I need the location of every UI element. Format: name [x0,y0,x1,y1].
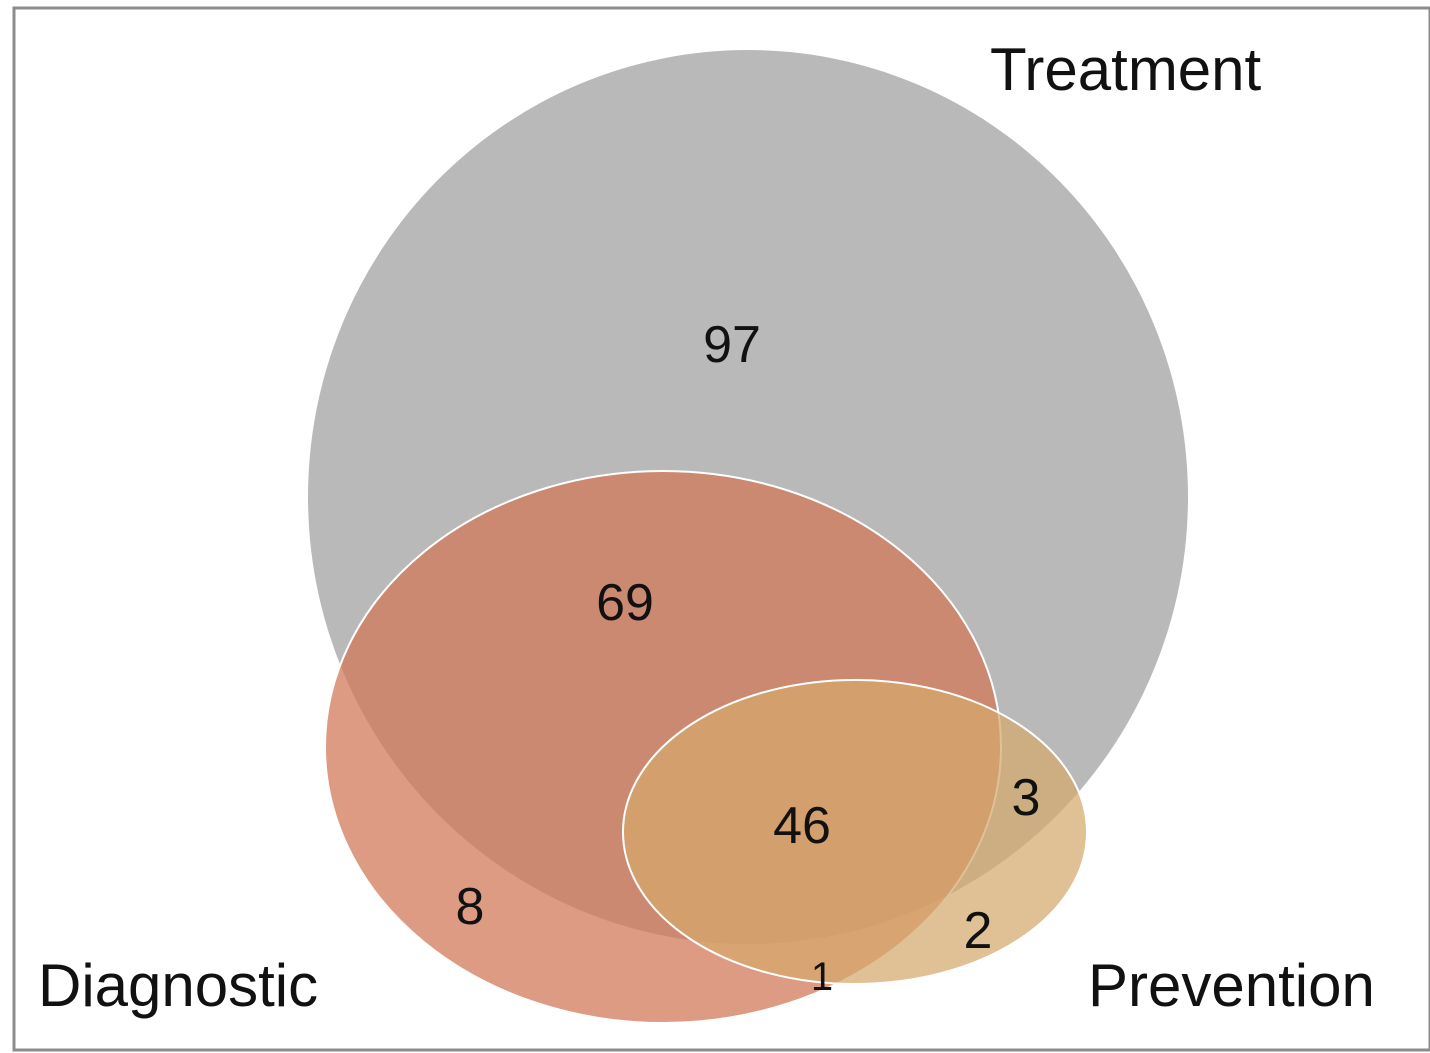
count-treatment-diagnostic: 69 [596,574,654,632]
count-treatment-only: 97 [703,316,761,374]
count-diagnostic-prevention: 1 [811,955,833,999]
count-all-three: 46 [773,797,831,855]
diagnostic-label: Diagnostic [38,952,318,1019]
treatment-label: Treatment [990,36,1262,103]
count-treatment-prevention: 3 [1012,769,1041,827]
prevention-label: Prevention [1088,952,1375,1019]
count-diagnostic-only: 8 [456,878,485,936]
count-prevention-only: 2 [964,902,993,960]
prevention-ellipse [622,679,1088,985]
